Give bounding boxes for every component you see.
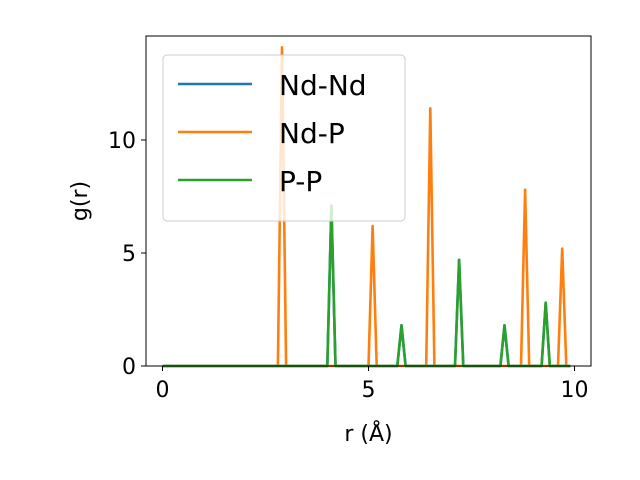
x-tick-label: 5 — [362, 378, 376, 403]
y-tick-label: 0 — [122, 355, 136, 380]
y-axis-label: g(r) — [68, 181, 93, 221]
legend-label-p-p: P-P — [279, 165, 322, 198]
series-line-p-p — [162, 204, 571, 368]
series-layer — [162, 46, 571, 368]
x-tick-label: 10 — [561, 378, 589, 403]
x-tick-label: 0 — [155, 378, 169, 403]
x-axis-label-prefix: r (Å) — [344, 420, 392, 447]
legend: Nd-Nd Nd-P P-P — [162, 54, 406, 222]
legend-label-nd-p: Nd-P — [279, 117, 345, 150]
ticks-layer: 0 5 10 0 5 10 — [108, 129, 589, 403]
legend-label-nd-nd: Nd-Nd — [279, 69, 367, 102]
x-axis-label: r (Å) — [344, 420, 392, 447]
series-line-nd-p — [162, 46, 571, 368]
y-tick-label: 10 — [108, 129, 136, 154]
y-tick-label: 5 — [122, 242, 136, 267]
